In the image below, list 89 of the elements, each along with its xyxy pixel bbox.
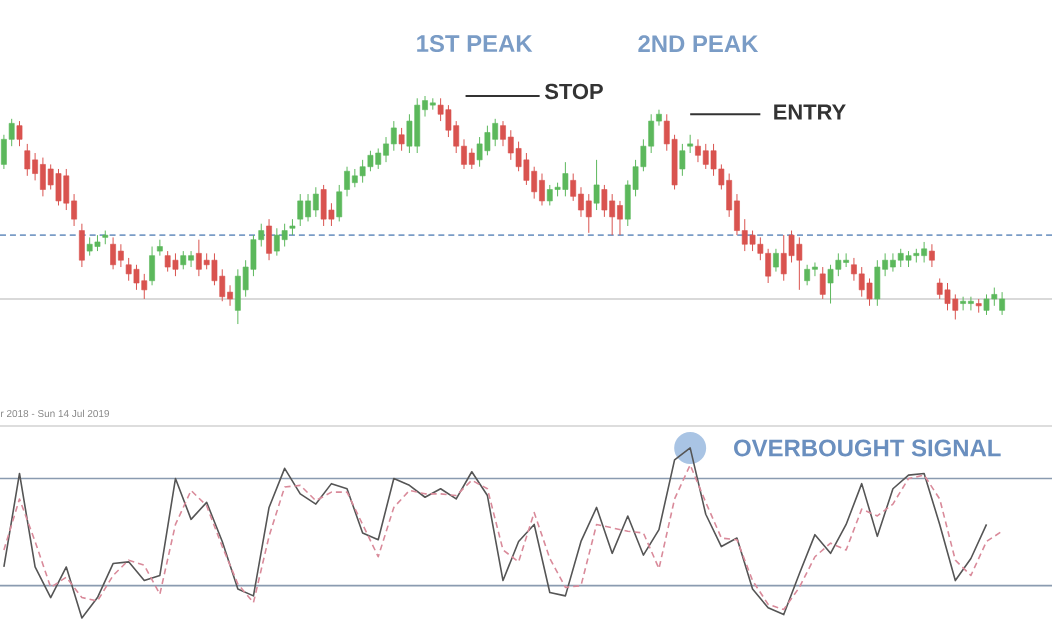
candlestick [336,184,343,222]
candlestick [796,236,803,291]
annotation: OVERBOUGHT SIGNAL [734,439,1001,457]
candlestick [118,243,124,268]
candlestick [523,152,530,186]
candlestick [812,261,818,277]
candlestick [141,273,148,300]
candlestick [968,296,974,311]
candlestick [944,282,951,311]
annotation: STOP [544,83,603,100]
candlestick [281,223,288,248]
candlestick [546,184,553,206]
candlestick [843,252,849,268]
candlestick [484,125,491,156]
candlestick [149,246,155,286]
candlestick [897,248,904,268]
candlestick [952,293,959,320]
candlestick [492,118,499,147]
candlestick [819,266,826,300]
candlestick [468,147,475,170]
candlestick [866,277,873,307]
annotation: ENTRY [774,104,846,120]
candlestick [585,193,592,234]
candlestick [40,157,46,197]
candlestick [773,248,779,273]
candlestick [312,186,319,218]
candlestick [835,252,842,277]
candlestick [617,200,623,236]
candlestick [593,159,600,211]
candlestick [266,218,272,261]
candlestick [164,250,171,273]
text: 1ST PEAK [417,35,533,52]
candlestick [375,147,382,170]
candlestick [687,134,694,154]
candlestick [562,161,569,197]
candlestick [601,184,608,218]
candlestick [16,120,23,147]
candlestick [539,173,545,206]
candlestick [476,136,483,168]
candlestick [983,293,990,316]
candlestick [858,266,865,298]
candlestick [79,223,85,268]
candlestick [531,166,538,200]
candlestick [367,150,374,172]
candlestick [702,143,709,170]
candlestick [305,193,311,222]
candlestick [110,236,116,270]
candlestick [227,284,233,307]
candlestick [195,239,202,277]
candlestick [55,168,62,206]
candlestick [390,120,397,152]
candlestick [695,138,701,163]
candlestick [398,127,405,152]
candlestick [679,143,686,177]
candlestick [24,143,31,177]
candlestick [133,264,140,291]
candlestick [765,248,772,284]
candlestick [86,236,93,257]
candlestick [500,120,506,147]
candlestick [507,129,514,161]
candlestick [999,291,1005,316]
candlestick [297,193,304,227]
candlestick [991,287,998,307]
candlestick [359,159,366,184]
candlestick [414,97,421,154]
candlestick [172,252,179,277]
candlestick [749,230,756,252]
candlestick [351,168,358,188]
candlestick [578,186,584,218]
candlestick [234,268,241,325]
candlestick [180,250,187,270]
candlestick [960,296,966,311]
candlestick [609,193,616,236]
text: 2ND PEAK [638,35,759,52]
candlestick [273,227,280,257]
candlestick [804,264,811,286]
candlestick [344,166,350,197]
candlestick [936,277,943,300]
candlestick [827,264,834,305]
candlestick [921,241,927,263]
candlestick [188,250,194,268]
candlestick [874,259,881,307]
candlestick [219,268,226,302]
candlestick [890,252,896,273]
candlestick [320,184,327,227]
candlestick [780,234,787,282]
candlestick [156,239,163,257]
candlestick [929,243,935,268]
candlestick [851,257,857,282]
